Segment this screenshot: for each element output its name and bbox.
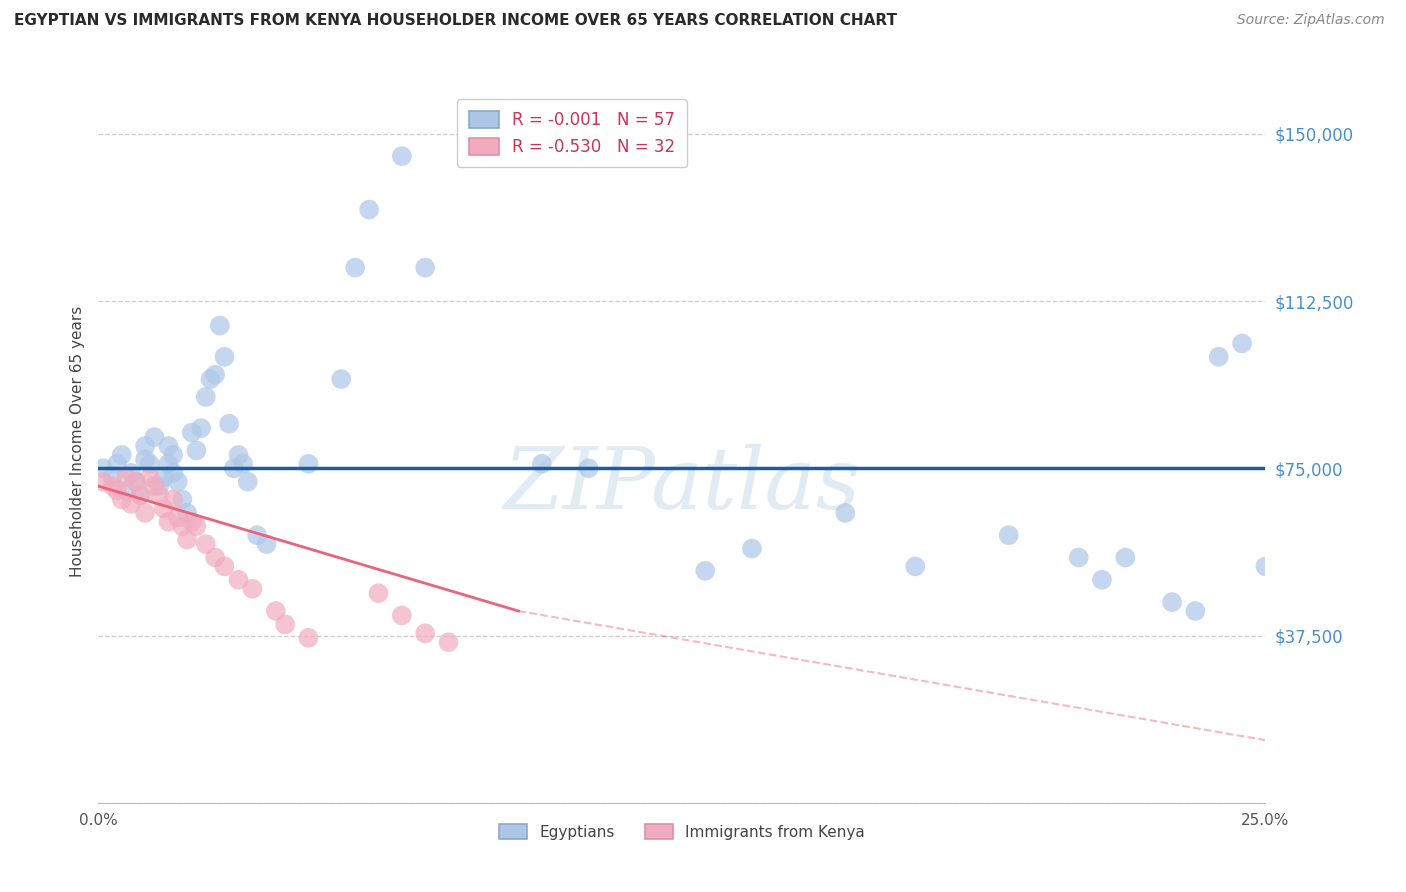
Point [242,582,264,596]
Point [1208,350,1230,364]
Point [148,479,170,493]
Legend: Egyptians, Immigrants from Kenya: Egyptians, Immigrants from Kenya [494,818,870,846]
Point [367,586,389,600]
Point [180,425,202,440]
Point [413,260,436,275]
Point [91,475,114,489]
Text: Source: ZipAtlas.com: Source: ZipAtlas.com [1237,13,1385,28]
Point [148,488,170,502]
Point [190,421,212,435]
Point [157,457,180,471]
Point [204,550,226,565]
Point [1184,604,1206,618]
Point [330,372,353,386]
Point [214,350,236,364]
Point [228,573,250,587]
Point [1161,595,1184,609]
Y-axis label: Householder Income Over 65 years: Householder Income Over 65 years [69,306,84,577]
Point [172,492,194,507]
Point [134,439,156,453]
Point [143,479,166,493]
Point [176,533,198,547]
Point [904,559,927,574]
Point [157,439,180,453]
Point [134,506,156,520]
Point [437,635,460,649]
Point [129,488,152,502]
Point [162,448,184,462]
Point [157,515,180,529]
Point [152,470,174,484]
Point [344,260,367,275]
Point [91,461,114,475]
Point [1254,559,1277,574]
Point [139,470,162,484]
Point [741,541,763,556]
Point [413,626,436,640]
Point [256,537,278,551]
Point [111,448,134,462]
Point [228,448,250,462]
Point [695,564,717,578]
Point [391,608,413,623]
Point [101,470,124,484]
Point [1091,573,1114,587]
Point [180,515,202,529]
Point [186,443,208,458]
Point [218,417,240,431]
Point [120,466,142,480]
Point [359,202,381,217]
Point [129,488,152,502]
Point [834,506,856,520]
Point [166,475,188,489]
Point [105,483,128,498]
Point [111,492,134,507]
Text: EGYPTIAN VS IMMIGRANTS FROM KENYA HOUSEHOLDER INCOME OVER 65 YEARS CORRELATION C: EGYPTIAN VS IMMIGRANTS FROM KENYA HOUSEH… [14,13,897,29]
Point [152,501,174,516]
Point [997,528,1019,542]
Text: ZIPatlas: ZIPatlas [503,443,860,526]
Point [101,479,124,493]
Point [166,510,188,524]
Point [1114,550,1136,565]
Point [186,519,208,533]
Point [1230,336,1253,351]
Point [115,470,138,484]
Point [143,430,166,444]
Point [200,372,222,386]
Point [578,461,600,475]
Point [246,528,269,542]
Point [115,483,138,498]
Point [172,519,194,533]
Point [204,368,226,382]
Point [530,457,553,471]
Point [176,506,198,520]
Point [162,492,184,507]
Point [162,466,184,480]
Point [139,457,162,471]
Point [232,457,254,471]
Point [222,461,245,475]
Point [194,537,217,551]
Point [134,452,156,467]
Point [125,475,148,489]
Point [214,559,236,574]
Point [1067,550,1090,565]
Point [264,604,287,618]
Point [125,475,148,489]
Point [274,617,297,632]
Point [297,631,319,645]
Point [105,457,128,471]
Point [391,149,413,163]
Point [194,390,217,404]
Point [236,475,259,489]
Point [120,497,142,511]
Point [208,318,231,333]
Point [297,457,319,471]
